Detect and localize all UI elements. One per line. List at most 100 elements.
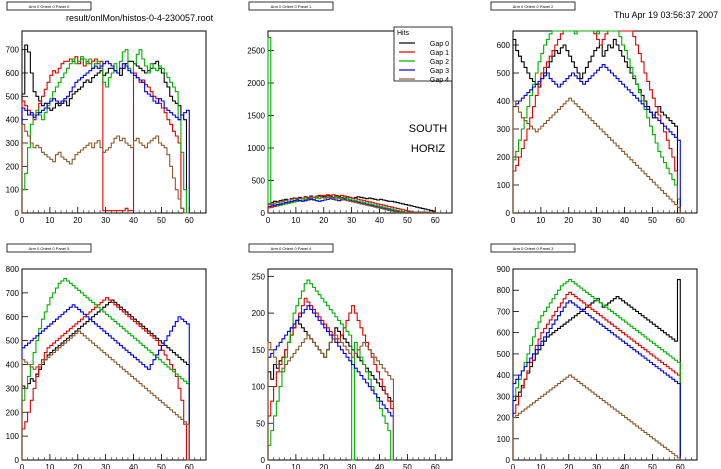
- panel-4: Arm 0 Orient 0 Panel 4 0 50 100 150 200 250 0 10…: [248, 243, 453, 469]
- x-tick-label: 50: [157, 216, 166, 225]
- y-tick-label: 400: [6, 361, 20, 370]
- y-tick-label: 300: [6, 139, 20, 148]
- y-tick-label: 2000: [247, 79, 265, 88]
- legend-title: Hits: [397, 30, 410, 37]
- x-tick-label: 30: [592, 463, 601, 469]
- panel-2: Arm 0 Orient 0 Panel 2010020030040050060…: [490, 1, 698, 225]
- series-gap-1: [512, 291, 681, 460]
- y-tick-label: 100: [6, 432, 20, 441]
- panel-title: Arm 0 Orient 0 Panel 1: [271, 4, 312, 9]
- y-tick-label: 200: [6, 162, 20, 171]
- legend-box: [393, 26, 453, 82]
- y-tick-label: 500: [252, 177, 266, 186]
- legend-entry: Gap 3: [430, 68, 449, 75]
- series-gap-4: [512, 97, 681, 213]
- x-tick-label: 20: [319, 463, 328, 469]
- x-tick-label: 40: [129, 463, 138, 469]
- x-tick-label: 50: [403, 216, 412, 225]
- y-tick-label: 800: [497, 286, 511, 295]
- x-tick-label: 20: [564, 216, 573, 225]
- legend: Hits Gap 0 Gap 1 Gap 2 Gap 3 Gap 4: [393, 26, 453, 84]
- y-tick-label: 300: [497, 125, 511, 134]
- y-tick-label: 200: [6, 408, 20, 417]
- y-tick-label: 50: [256, 419, 265, 428]
- x-tick-label: 40: [375, 463, 384, 469]
- x-tick-label: 60: [185, 463, 194, 469]
- legend-entry: Gap 1: [430, 50, 449, 57]
- x-tick-label: 10: [536, 216, 545, 225]
- x-tick-label: 40: [129, 216, 138, 225]
- y-tick-label: 600: [6, 69, 20, 78]
- panel-5: Arm 0 Orient 0 Panel 3010020030040050060…: [490, 243, 698, 469]
- x-tick-label: 60: [676, 463, 685, 469]
- horiz-label: HORIZ: [411, 143, 446, 155]
- series-gap-2: [512, 279, 681, 460]
- x-tick-label: 40: [620, 216, 629, 225]
- y-tick-label: 100: [252, 383, 266, 392]
- y-tick-label: 800: [6, 265, 20, 274]
- x-tick-label: 30: [101, 216, 110, 225]
- y-tick-label: 400: [497, 97, 511, 106]
- y-tick-label: 500: [497, 69, 511, 78]
- x-tick-label: 20: [73, 463, 82, 469]
- series-gap-4: [21, 123, 190, 214]
- legend-entry: Gap 4: [430, 77, 449, 84]
- y-tick-label: 2500: [247, 47, 265, 56]
- series-gap-1: [21, 297, 190, 461]
- panel-title: Arm 0 Orient 0 Panel 5: [29, 246, 70, 251]
- x-tick-label: 50: [403, 463, 412, 469]
- series-gap-0: [512, 279, 681, 460]
- y-tick-label: 100: [6, 186, 20, 195]
- y-tick-label: 0: [506, 209, 511, 218]
- y-tick-label: 200: [252, 309, 266, 318]
- series-gap-4: [267, 334, 395, 460]
- series-gap-4: [512, 374, 681, 460]
- y-tick-label: 500: [497, 350, 511, 359]
- panel-title-box: [248, 243, 334, 253]
- x-tick-label: 20: [319, 216, 328, 225]
- y-tick-label: 700: [6, 46, 20, 55]
- panel-title-box: [6, 1, 92, 11]
- y-tick-label: 0: [15, 456, 20, 465]
- series-gap-3: [267, 305, 395, 460]
- panel-title: Arm 0 Orient 0 Panel 4: [271, 246, 312, 251]
- series-gap-2: [267, 36, 436, 213]
- x-tick-label: 10: [291, 463, 300, 469]
- x-tick-label: 10: [45, 216, 54, 225]
- x-tick-label: 40: [375, 216, 384, 225]
- y-tick-label: 500: [6, 92, 20, 101]
- series-gap-2: [21, 278, 190, 460]
- x-tick-label: 0: [511, 216, 516, 225]
- y-tick-label: 300: [6, 384, 20, 393]
- x-tick-label: 0: [266, 216, 271, 225]
- y-tick-label: 1000: [247, 144, 265, 153]
- series-gap-3: [21, 60, 190, 213]
- y-tick-label: 600: [6, 313, 20, 322]
- y-tick-label: 500: [6, 337, 20, 346]
- y-tick-label: 100: [497, 181, 511, 190]
- x-tick-label: 20: [73, 216, 82, 225]
- x-tick-label: 30: [347, 463, 356, 469]
- legend-entry: Gap 0: [430, 41, 449, 48]
- x-tick-label: 10: [536, 463, 545, 469]
- series-gap-2: [512, 30, 681, 213]
- panel-title-box: [490, 1, 576, 11]
- south-label: SOUTH: [409, 123, 448, 135]
- x-tick-label: 50: [648, 463, 657, 469]
- panel-0: Arm 0 Orient 0 Panel 0010020030040050060…: [6, 1, 207, 225]
- y-tick-label: 700: [497, 307, 511, 316]
- panel-title-box: [490, 243, 576, 253]
- plot-frame: [21, 30, 207, 214]
- x-tick-label: 60: [185, 216, 194, 225]
- panel-title-box: [248, 1, 334, 11]
- series-gap-2: [21, 49, 190, 214]
- date-label: Thu Apr 19 03:56:37 2007: [614, 10, 718, 20]
- panel-title-box: [6, 243, 92, 253]
- x-tick-label: 60: [431, 463, 440, 469]
- x-tick-label: 30: [347, 216, 356, 225]
- y-tick-label: 700: [6, 289, 20, 298]
- x-tick-label: 0: [511, 463, 516, 469]
- y-tick-label: 0: [15, 209, 20, 218]
- x-tick-label: 60: [676, 216, 685, 225]
